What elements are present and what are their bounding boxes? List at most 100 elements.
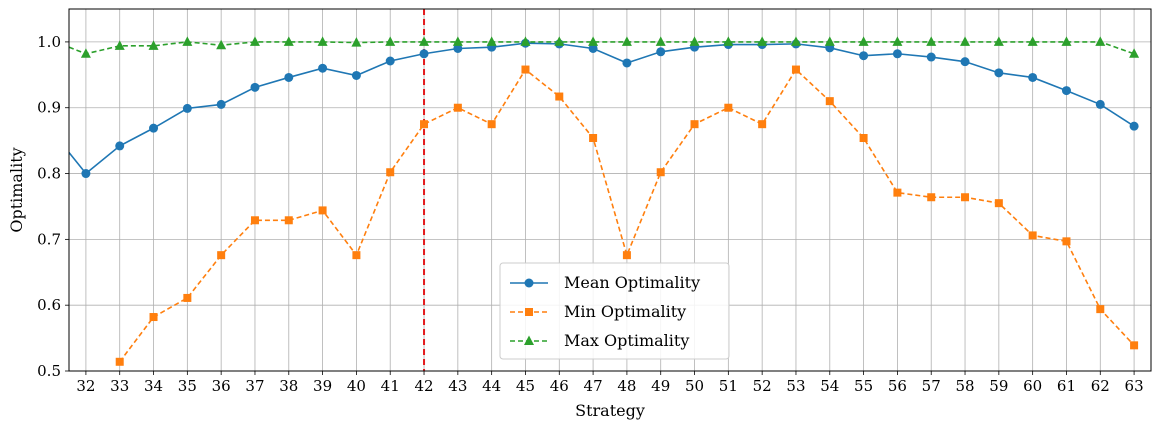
max-optimality-point — [757, 36, 768, 46]
min-optimality-point — [284, 216, 293, 225]
max-optimality-series — [69, 36, 1140, 58]
max-optimality-point — [790, 36, 801, 46]
x-tick-label: 46 — [550, 377, 569, 395]
legend-item-min-optimality: Min Optimality — [510, 302, 686, 321]
max-optimality-point — [385, 36, 396, 46]
max-optimality-point — [80, 48, 91, 58]
y-tick-label: 0.7 — [37, 230, 61, 248]
x-tick-label: 51 — [719, 377, 738, 395]
max-optimality-point — [520, 36, 531, 46]
min-optimality-point — [994, 199, 1003, 208]
mean-optimality-point — [250, 82, 260, 92]
x-tick-label: 58 — [955, 377, 974, 395]
mean-optimality-point — [216, 99, 226, 109]
mean-optimality-point — [1095, 99, 1105, 109]
min-optimality-point — [859, 134, 868, 143]
x-tick-label: 44 — [482, 377, 501, 395]
max-optimality-point — [249, 36, 260, 46]
x-tick-label: 42 — [414, 377, 433, 395]
legend-label: Mean Optimality — [564, 273, 700, 292]
max-optimality-point — [892, 36, 903, 46]
mean-optimality-point — [284, 72, 294, 82]
mean-optimality-series — [69, 38, 1139, 179]
max-optimality-point — [182, 36, 193, 46]
max-optimality-point — [452, 36, 463, 46]
min-optimality-point — [961, 193, 970, 202]
x-ticks: 32 33 34 35 36 37 38 39 40 41 42 43 44 45 46 47 48 49 50 51… — [76, 371, 1144, 395]
mean-optimality-point — [1028, 72, 1038, 82]
min-optimality-point — [791, 65, 800, 74]
max-optimality-point — [824, 36, 835, 46]
mean-optimality-point — [81, 169, 91, 179]
legend: Mean Optimality Min Optimality Max Optimal… — [499, 262, 730, 360]
x-tick-label: 34 — [144, 377, 163, 395]
min-optimality-point — [386, 168, 395, 177]
x-axis-title: Strategy — [575, 401, 645, 420]
x-tick-label: 57 — [922, 377, 941, 395]
x-tick-label: 38 — [279, 377, 298, 395]
min-optimality-point — [690, 120, 699, 129]
max-optimality-point — [858, 36, 869, 46]
mean-optimality-point — [419, 49, 429, 59]
legend-box — [499, 262, 730, 360]
legend-marker — [524, 278, 534, 288]
min-optimality-point — [724, 103, 733, 112]
x-tick-label: 60 — [1023, 377, 1042, 395]
y-tick-label: 0.9 — [37, 99, 61, 117]
max-optimality-point — [1027, 36, 1038, 46]
series-layer — [69, 36, 1140, 366]
mean-optimality-point — [1061, 86, 1071, 96]
y-axis-title: Optimality — [7, 147, 26, 232]
min-optimality-point — [217, 251, 226, 260]
x-tick-label: 48 — [617, 377, 636, 395]
x-tick-label: 47 — [584, 377, 603, 395]
x-tick-label: 59 — [989, 377, 1008, 395]
x-tick-label: 56 — [888, 377, 907, 395]
min-optimality-point — [115, 357, 124, 366]
mean-optimality-point — [351, 70, 361, 80]
x-tick-label: 63 — [1125, 377, 1144, 395]
min-optimality-point — [589, 134, 598, 143]
max-optimality-point — [621, 36, 632, 46]
max-optimality-point — [723, 36, 734, 46]
mean-optimality-point — [588, 43, 598, 53]
min-optimality-point — [487, 120, 496, 129]
max-optimality-point — [148, 40, 159, 50]
min-optimality-point — [453, 103, 462, 112]
max-optimality-point — [689, 36, 700, 46]
mean-optimality-point — [149, 123, 159, 133]
max-optimality-point — [114, 40, 125, 50]
mean-optimality-point — [318, 63, 328, 73]
x-tick-label: 53 — [786, 377, 805, 395]
mean-optimality-point — [926, 52, 936, 62]
y-ticks: 0.5 0.6 0.7 0.8 0.9 1.0 — [37, 33, 69, 380]
legend-item-max-optimality: Max Optimality — [510, 331, 689, 350]
max-optimality-point — [926, 36, 937, 46]
x-tick-label: 62 — [1091, 377, 1110, 395]
min-optimality-point — [622, 251, 631, 260]
mean-optimality-point — [994, 68, 1004, 78]
max-optimality-point — [993, 36, 1004, 46]
min-optimality-point — [656, 168, 665, 177]
y-tick-label: 1.0 — [37, 33, 61, 51]
max-optimality-point — [588, 36, 599, 46]
min-optimality-point — [825, 97, 834, 106]
min-optimality-point — [250, 216, 259, 225]
min-optimality-point — [1096, 305, 1105, 314]
max-optimality-point — [960, 36, 971, 46]
plot-frame — [68, 8, 1152, 372]
min-optimality-point — [318, 206, 327, 215]
max-optimality-point — [1129, 48, 1140, 58]
legend-item-mean-optimality: Mean Optimality — [510, 273, 700, 292]
max-optimality-point — [216, 39, 227, 50]
x-tick-label: 52 — [753, 377, 772, 395]
max-optimality-point — [317, 36, 328, 46]
x-tick-label: 54 — [820, 377, 839, 395]
mean-optimality-point — [656, 47, 666, 57]
x-tick-label: 37 — [245, 377, 264, 395]
x-tick-label: 49 — [651, 377, 670, 395]
mean-optimality-line — [69, 42, 1135, 175]
min-optimality-point — [555, 92, 564, 101]
y-tick-label: 0.8 — [37, 165, 61, 183]
